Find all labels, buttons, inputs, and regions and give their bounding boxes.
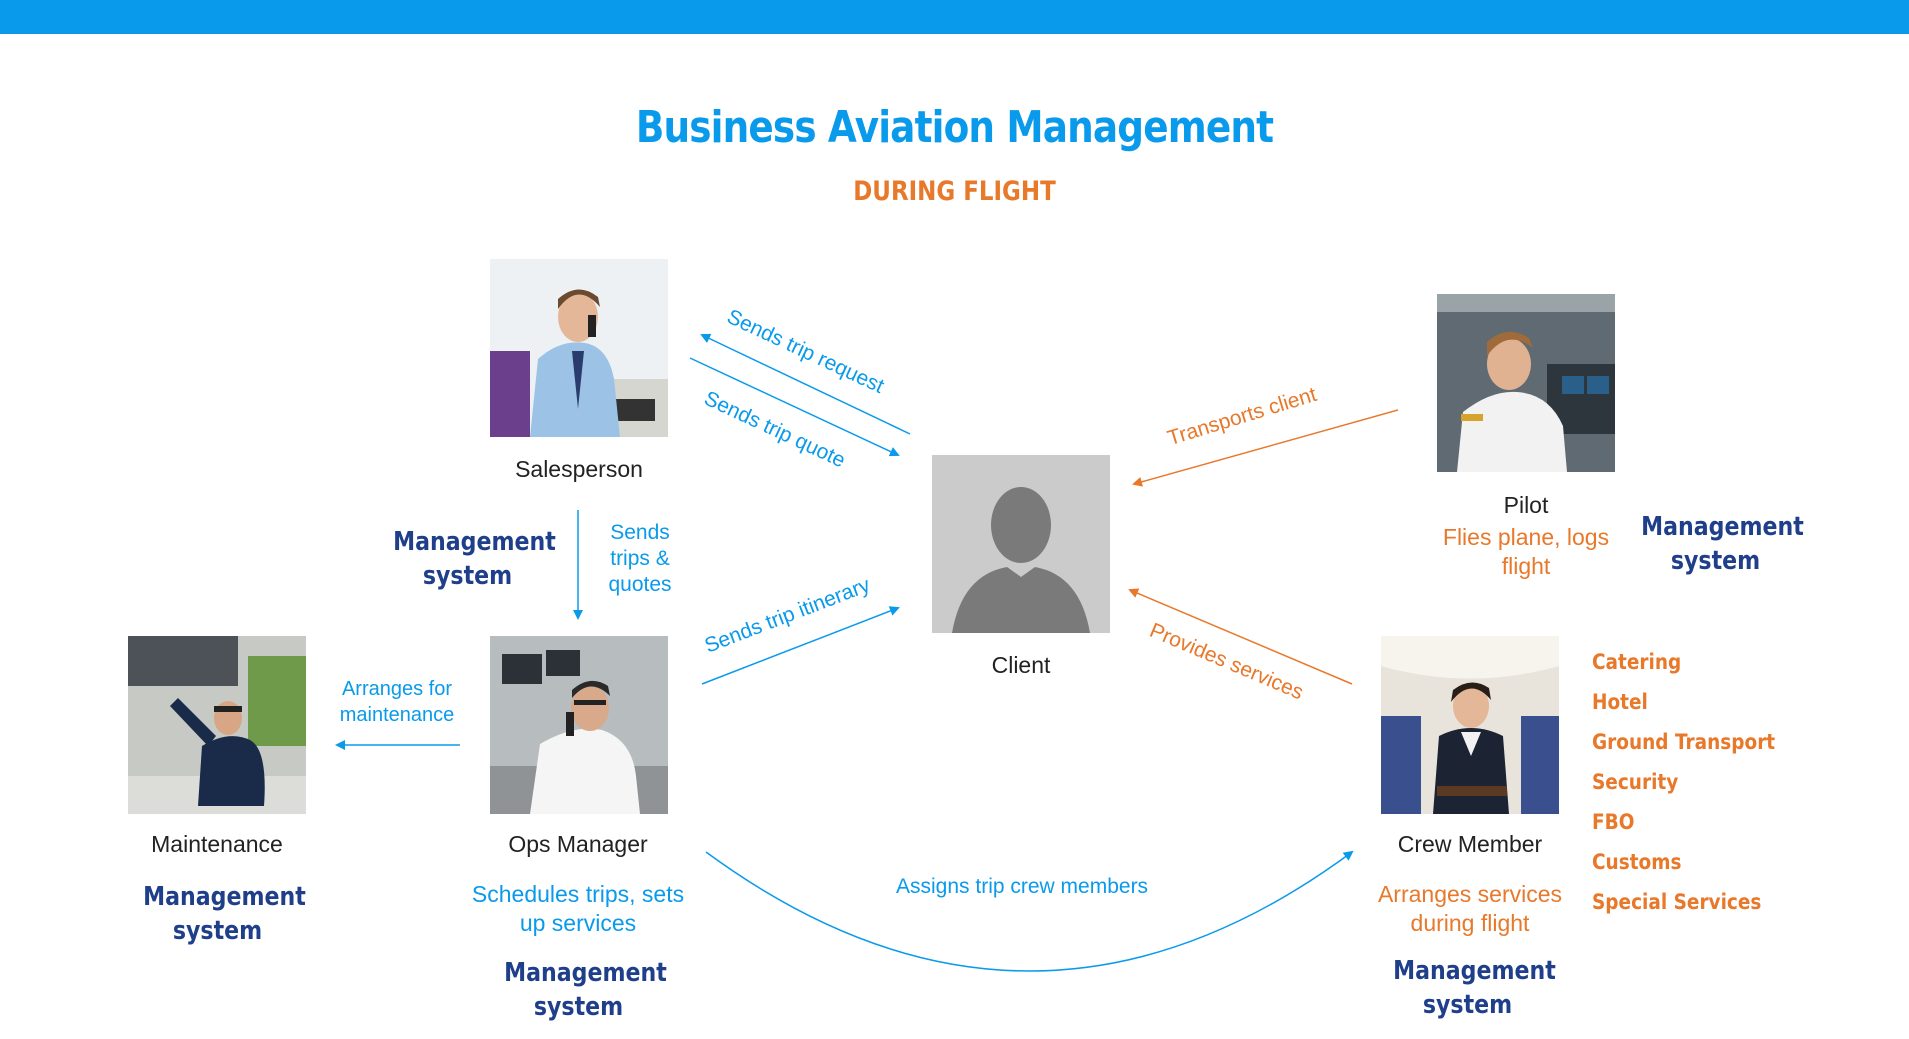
- crew-member-system-label: Management system: [1393, 956, 1556, 1020]
- salesperson-label: Salesperson: [515, 456, 643, 482]
- ops-manager-system-label: Management system: [504, 958, 667, 1022]
- pilot-label: Pilot: [1503, 492, 1549, 518]
- pilot-image: [1437, 294, 1615, 472]
- pilot-system-label: Management system: [1641, 512, 1804, 576]
- salesperson-system-label: Management system: [393, 527, 556, 591]
- ops-manager-image: [490, 636, 668, 814]
- ops-manager-label: Ops Manager: [508, 831, 648, 857]
- header-bar: [0, 0, 1909, 34]
- arrow-transports-client: [1132, 409, 1399, 487]
- maintenance-system-label: Management system: [143, 882, 306, 946]
- service-item: Customs: [1592, 850, 1682, 874]
- arrow-provides-services: [1128, 588, 1353, 685]
- salesperson-image: [490, 259, 668, 437]
- client-photo: [932, 455, 1110, 633]
- page-title: Business Aviation Management: [635, 102, 1274, 153]
- crew-member-description: Arranges services during flight: [1377, 881, 1563, 936]
- arrow-trip-quote: [689, 357, 900, 457]
- service-item: Hotel: [1592, 690, 1648, 714]
- service-item: Special Services: [1592, 890, 1762, 914]
- pilot-description: Flies plane, logs flight: [1442, 524, 1610, 579]
- salesperson-photo: [490, 259, 668, 437]
- maintenance-photo: [128, 636, 306, 814]
- maintenance-label: Maintenance: [151, 831, 283, 857]
- crew-member-photo: [1381, 636, 1559, 814]
- maintenance-image: [128, 636, 306, 814]
- client-avatar-icon: [932, 455, 1110, 633]
- flow-label-trips-quotes: Sends trips & quotes: [608, 521, 672, 596]
- ops-manager-description: Schedules trips, sets up services: [471, 881, 685, 936]
- service-item: Ground Transport: [1592, 730, 1776, 754]
- flow-label-assign-crew: Assigns trip crew members: [896, 875, 1149, 898]
- pilot-photo: [1437, 294, 1615, 472]
- ops-manager-photo: [490, 636, 668, 814]
- service-item: Security: [1592, 770, 1679, 794]
- crew-member-label: Crew Member: [1397, 831, 1543, 857]
- service-item: Catering: [1592, 650, 1682, 674]
- flow-label-maintenance: Arranges for maintenance: [339, 678, 455, 726]
- arrow-assign-crew: [705, 850, 1354, 972]
- arrow-trip-itinerary: [701, 606, 900, 685]
- page-subtitle: DURING FLIGHT: [853, 176, 1056, 207]
- service-item: FBO: [1592, 810, 1635, 834]
- client-label: Client: [991, 652, 1051, 678]
- services-list: Catering Hotel Ground Transport Security…: [1592, 650, 1800, 930]
- crew-member-image: [1381, 636, 1559, 814]
- arrow-trip-request: [700, 333, 911, 435]
